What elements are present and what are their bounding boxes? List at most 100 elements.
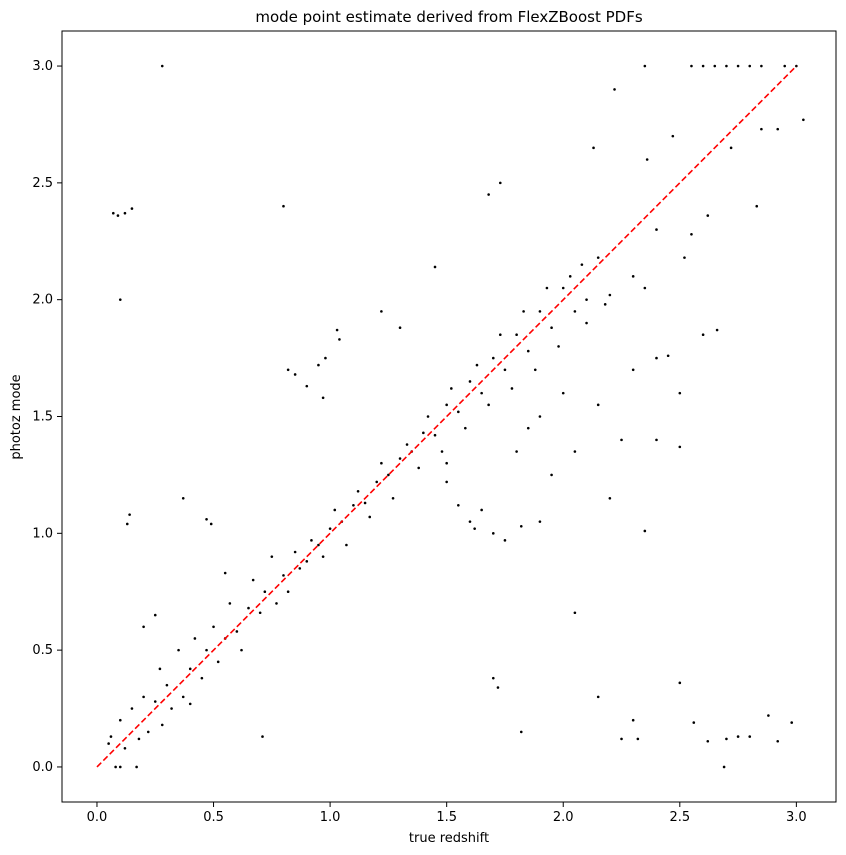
point xyxy=(335,328,339,332)
point xyxy=(480,391,483,395)
point xyxy=(363,501,367,505)
point xyxy=(135,765,138,769)
point xyxy=(153,613,157,617)
point xyxy=(538,520,542,523)
point xyxy=(487,193,490,196)
y-tick-label: 2.0 xyxy=(32,293,53,308)
point xyxy=(240,648,243,652)
point xyxy=(545,286,549,290)
point xyxy=(457,503,460,507)
point xyxy=(188,667,192,671)
point xyxy=(526,349,530,353)
point xyxy=(216,660,220,664)
point xyxy=(603,303,607,306)
x-tick-label: 1.0 xyxy=(320,810,341,825)
point xyxy=(701,333,705,337)
point xyxy=(643,286,647,290)
point xyxy=(568,275,572,278)
point xyxy=(767,714,770,717)
point xyxy=(130,707,134,710)
point xyxy=(538,415,542,418)
point xyxy=(776,739,780,743)
point xyxy=(585,321,588,325)
point xyxy=(585,298,588,301)
point xyxy=(181,496,185,500)
point xyxy=(205,518,208,521)
point xyxy=(293,373,297,376)
point xyxy=(111,211,115,215)
point xyxy=(655,228,658,231)
x-tick-label: 0.5 xyxy=(203,810,224,825)
point xyxy=(317,543,320,547)
point xyxy=(715,328,719,332)
point xyxy=(282,574,285,577)
point xyxy=(608,496,612,500)
point xyxy=(380,461,383,465)
point xyxy=(776,127,780,131)
point xyxy=(596,695,600,699)
point xyxy=(209,522,213,526)
x-tick-label: 2.0 xyxy=(553,810,574,825)
point xyxy=(631,718,635,722)
x-axis-label: true redshift xyxy=(409,831,489,846)
point xyxy=(561,391,565,395)
point xyxy=(305,560,309,563)
point xyxy=(736,64,740,68)
y-axis-label: photoz mode xyxy=(9,374,24,459)
point xyxy=(503,539,507,542)
y-tick-label: 3.0 xyxy=(32,59,53,74)
point xyxy=(519,525,523,528)
point xyxy=(368,515,372,519)
point xyxy=(690,64,693,68)
point xyxy=(118,765,122,769)
point xyxy=(445,461,448,465)
point xyxy=(380,310,383,313)
point xyxy=(596,403,600,407)
point xyxy=(247,606,250,610)
point xyxy=(118,718,122,722)
point xyxy=(317,363,320,367)
point xyxy=(118,298,122,301)
point xyxy=(468,380,472,383)
point xyxy=(561,286,565,290)
point xyxy=(736,735,740,738)
point xyxy=(725,737,728,741)
point xyxy=(503,368,507,372)
point xyxy=(722,765,726,769)
point xyxy=(645,158,649,161)
point xyxy=(760,127,763,131)
point xyxy=(655,438,658,442)
point xyxy=(116,214,120,217)
point xyxy=(620,737,623,741)
point xyxy=(282,204,285,208)
reference-line xyxy=(96,65,797,768)
x-tick-label: 1.5 xyxy=(436,810,457,825)
point xyxy=(433,265,437,269)
point xyxy=(706,739,710,743)
point xyxy=(671,134,675,138)
point xyxy=(160,64,164,68)
point xyxy=(160,723,164,727)
point xyxy=(491,356,495,360)
point xyxy=(109,735,113,738)
point xyxy=(114,765,117,769)
point xyxy=(515,450,518,453)
point xyxy=(636,737,640,741)
point xyxy=(193,637,197,640)
point xyxy=(440,450,444,453)
point xyxy=(324,356,327,360)
point xyxy=(235,630,239,633)
point xyxy=(522,310,525,313)
point xyxy=(158,667,162,671)
point xyxy=(795,64,798,68)
point xyxy=(533,368,537,372)
point xyxy=(550,326,553,330)
point xyxy=(491,676,495,680)
point xyxy=(760,64,763,68)
point xyxy=(510,387,514,390)
point xyxy=(557,345,560,348)
point xyxy=(398,457,402,460)
point xyxy=(480,508,483,512)
chart-title: mode point estimate derived from FlexZBo… xyxy=(255,8,643,26)
point xyxy=(666,354,670,358)
